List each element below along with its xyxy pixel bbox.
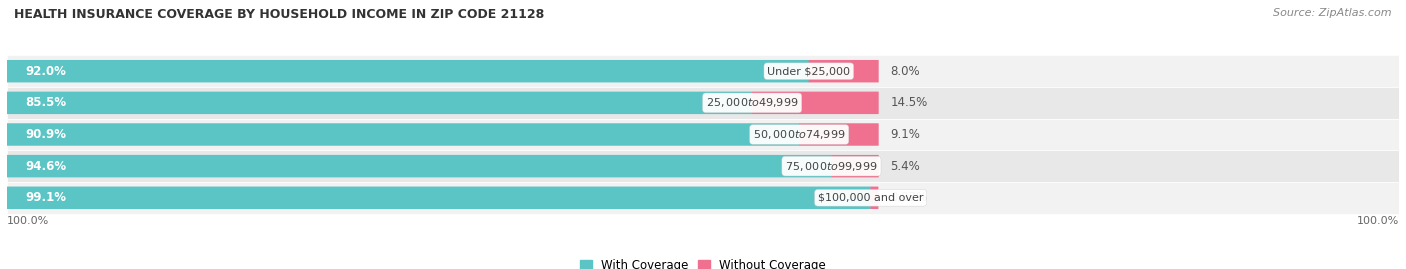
FancyBboxPatch shape	[7, 182, 1399, 214]
Text: Under $25,000: Under $25,000	[768, 66, 851, 76]
Text: 0.87%: 0.87%	[890, 191, 928, 204]
FancyBboxPatch shape	[7, 55, 1399, 87]
FancyBboxPatch shape	[7, 123, 800, 146]
Text: 100.0%: 100.0%	[1357, 215, 1399, 225]
FancyBboxPatch shape	[7, 150, 1399, 182]
Text: 9.1%: 9.1%	[890, 128, 921, 141]
FancyBboxPatch shape	[752, 92, 879, 114]
Legend: With Coverage, Without Coverage: With Coverage, Without Coverage	[575, 255, 831, 269]
Text: 8.0%: 8.0%	[890, 65, 921, 78]
FancyBboxPatch shape	[831, 155, 879, 177]
Text: Source: ZipAtlas.com: Source: ZipAtlas.com	[1274, 8, 1392, 18]
Text: 100.0%: 100.0%	[7, 215, 49, 225]
Text: 14.5%: 14.5%	[890, 96, 928, 109]
Text: $25,000 to $49,999: $25,000 to $49,999	[706, 96, 799, 109]
Text: $100,000 and over: $100,000 and over	[818, 193, 924, 203]
FancyBboxPatch shape	[7, 155, 831, 177]
Text: 90.9%: 90.9%	[25, 128, 66, 141]
FancyBboxPatch shape	[808, 60, 879, 82]
FancyBboxPatch shape	[7, 119, 1399, 150]
FancyBboxPatch shape	[7, 187, 870, 209]
Text: $50,000 to $74,999: $50,000 to $74,999	[754, 128, 845, 141]
Text: $75,000 to $99,999: $75,000 to $99,999	[785, 160, 877, 173]
Text: 99.1%: 99.1%	[25, 191, 66, 204]
Text: HEALTH INSURANCE COVERAGE BY HOUSEHOLD INCOME IN ZIP CODE 21128: HEALTH INSURANCE COVERAGE BY HOUSEHOLD I…	[14, 8, 544, 21]
Text: 94.6%: 94.6%	[25, 160, 66, 173]
FancyBboxPatch shape	[870, 187, 879, 209]
FancyBboxPatch shape	[799, 123, 879, 146]
FancyBboxPatch shape	[7, 92, 752, 114]
FancyBboxPatch shape	[7, 87, 1399, 119]
Text: 92.0%: 92.0%	[25, 65, 66, 78]
Text: 5.4%: 5.4%	[890, 160, 921, 173]
FancyBboxPatch shape	[7, 60, 808, 82]
Text: 85.5%: 85.5%	[25, 96, 66, 109]
